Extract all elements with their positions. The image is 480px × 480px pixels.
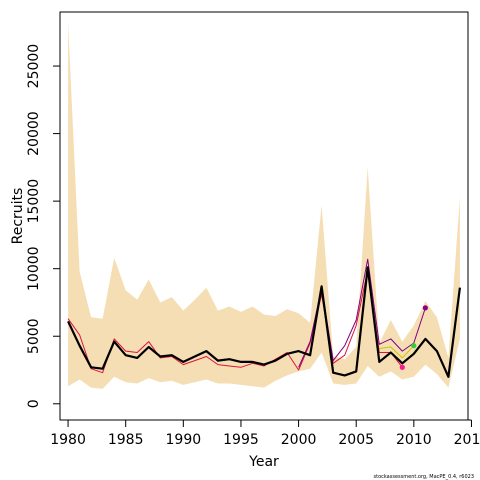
y-tick-label: 20000 [26,111,42,156]
y-tick-label: 10000 [26,246,42,291]
y-tick-label: 25000 [26,44,42,89]
x-tick-label: 1995 [223,432,259,448]
series-layer [67,258,461,378]
x-tick-label: 1980 [50,432,86,448]
x-tick-label: 2015 [454,432,480,448]
x-tick-label: 2005 [338,432,374,448]
footnote: stockassessment.org, MacPE_0.4, r6023 [374,474,475,480]
y-axis: 0 5000 10000 15000 20000 25000 [26,44,61,408]
y-axis-title: Recruits [10,188,26,245]
points-layer [399,305,428,370]
series-line-0 [67,266,461,378]
x-axis-title: Year [248,454,279,470]
series-line-1 [67,269,403,374]
confidence-band [68,22,460,389]
confidence-band-layer [68,22,460,389]
data-point-2 [422,305,428,311]
data-point-1 [411,343,417,349]
x-tick-label: 1985 [108,432,144,448]
data-point-0 [399,364,405,370]
x-tick-label: 2000 [281,432,317,448]
series-line-3 [379,345,415,359]
y-tick-label: 0 [26,399,42,408]
x-axis: 1980 1985 1990 1995 2000 2005 2010 2015 [50,419,480,448]
x-tick-label: 1990 [166,432,202,448]
x-tick-label: 2010 [396,432,432,448]
y-tick-label: 15000 [26,179,42,224]
y-tick-label: 5000 [26,318,42,354]
